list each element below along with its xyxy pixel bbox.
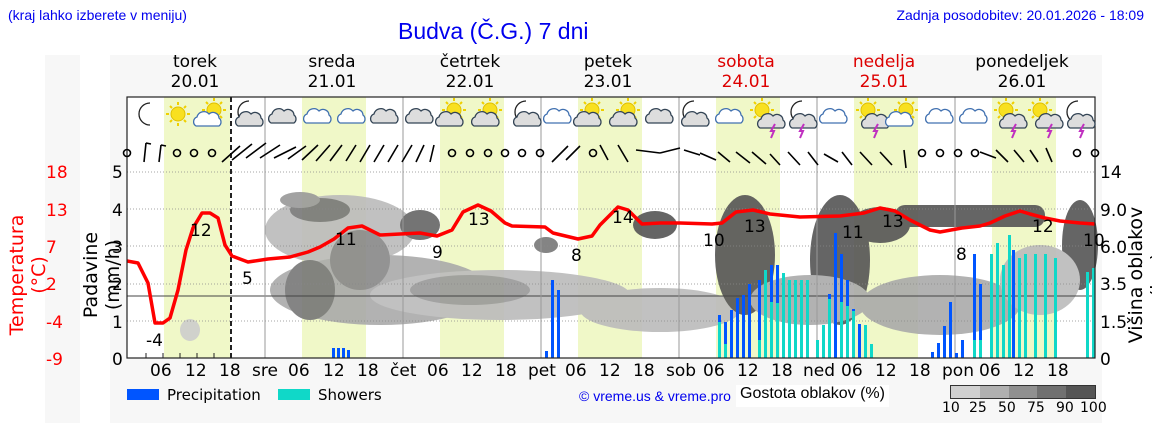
x-tick: 12 bbox=[323, 361, 345, 381]
temp-tick: -4 bbox=[46, 313, 63, 333]
shower-bars bbox=[718, 235, 1095, 358]
showers-legend-label: Showers bbox=[318, 386, 382, 404]
temp-tick: 2 bbox=[46, 275, 57, 295]
grid bbox=[127, 171, 1095, 322]
cloud-tick: 0 bbox=[1100, 350, 1111, 370]
precip-tick: 2 bbox=[112, 275, 123, 295]
x-tick: 18 bbox=[357, 361, 379, 381]
x-tick: ned bbox=[803, 361, 836, 381]
x-tick: 18 bbox=[633, 361, 655, 381]
x-tick: 12 bbox=[599, 361, 621, 381]
x-tick: 18 bbox=[1047, 361, 1069, 381]
svg-text:12: 12 bbox=[190, 221, 212, 241]
cloud-tick: 1.5 bbox=[1100, 313, 1128, 333]
temp-axis-panel bbox=[45, 55, 80, 423]
day-separators bbox=[264, 97, 956, 358]
svg-text:13: 13 bbox=[468, 210, 490, 230]
cloud-density bbox=[180, 192, 1098, 341]
x-tick: sob bbox=[666, 361, 697, 381]
x-axis-labels: 06 12 18 sre 06 12 18 čet 06 12 18 pet 0… bbox=[110, 361, 1102, 383]
x-tick: 06 bbox=[703, 361, 725, 381]
precip-tick: 1 bbox=[112, 313, 123, 333]
svg-text:8: 8 bbox=[956, 245, 967, 265]
x-tick: 12 bbox=[185, 361, 207, 381]
precip-tick: 5 bbox=[112, 163, 123, 183]
temp-tick: 18 bbox=[46, 163, 68, 183]
x-tick: 18 bbox=[495, 361, 517, 381]
x-tick: pet bbox=[528, 361, 556, 381]
x-tick: 06 bbox=[841, 361, 863, 381]
cloud-tick: 3.5 bbox=[1100, 275, 1128, 295]
x-tick: 06 bbox=[150, 361, 172, 381]
precip-tick: 3 bbox=[112, 238, 123, 258]
x-tick: 18 bbox=[909, 361, 931, 381]
precip-tick: 4 bbox=[112, 201, 123, 221]
x-tick: 18 bbox=[219, 361, 241, 381]
svg-text:9: 9 bbox=[432, 243, 443, 263]
wind-barbs bbox=[122, 142, 1100, 169]
cloud-density-scale bbox=[950, 385, 1096, 399]
x-tick: 12 bbox=[875, 361, 897, 381]
x-tick: 06 bbox=[565, 361, 587, 381]
svg-text:8: 8 bbox=[571, 246, 582, 266]
day-header: petek 23.01 bbox=[583, 52, 633, 92]
x-tick: 12 bbox=[461, 361, 483, 381]
temp-tick: 13 bbox=[46, 201, 68, 221]
svg-text:12: 12 bbox=[1032, 217, 1054, 237]
temp-tick: -9 bbox=[46, 350, 63, 370]
svg-text:13: 13 bbox=[744, 217, 766, 237]
x-tick: 12 bbox=[737, 361, 759, 381]
svg-text:10: 10 bbox=[1083, 231, 1105, 251]
cloud-tick: 14 bbox=[1100, 163, 1122, 183]
day-header: četrtek 22.01 bbox=[439, 52, 501, 92]
x-tick: 06 bbox=[979, 361, 1001, 381]
svg-text:11: 11 bbox=[335, 230, 357, 250]
x-tick: 06 bbox=[288, 361, 310, 381]
region-hint[interactable]: (kraj lahko izberete v meniju) bbox=[8, 7, 187, 23]
x-tick: pon bbox=[942, 361, 974, 381]
precipitation-swatch bbox=[127, 389, 159, 400]
temperature-labels: -4 12 5 11 9 13 8 14 10 13 11 13 8 12 10 bbox=[146, 208, 1105, 351]
x-tick: čet bbox=[390, 361, 417, 381]
precipitation-legend-label: Precipitation bbox=[167, 386, 261, 404]
x-tick: 12 bbox=[1013, 361, 1035, 381]
precip-tick: 0 bbox=[112, 350, 123, 370]
day-header: ponedeljek 26.01 bbox=[975, 52, 1069, 92]
day-header-weekend: sobota 24.01 bbox=[717, 52, 775, 92]
svg-text:5: 5 bbox=[242, 269, 253, 289]
day-header: sreda 21.01 bbox=[307, 52, 357, 92]
cloud-density-label: Gostota oblakov (%) bbox=[736, 385, 889, 407]
x-tick: sre bbox=[252, 361, 278, 381]
temp-tick: 7 bbox=[46, 238, 57, 258]
day-header: torek 20.01 bbox=[170, 52, 220, 92]
day-header-weekend: nedelja 25.01 bbox=[852, 52, 916, 92]
svg-text:10: 10 bbox=[703, 231, 725, 251]
showers-swatch bbox=[278, 389, 310, 400]
svg-text:11: 11 bbox=[842, 223, 864, 243]
x-tick: 06 bbox=[427, 361, 449, 381]
copyright-link[interactable]: © vreme.us & vreme.pro bbox=[579, 388, 731, 404]
svg-text:-4: -4 bbox=[146, 331, 163, 351]
svg-text:14: 14 bbox=[612, 208, 634, 228]
temperature-line bbox=[126, 203, 1096, 325]
x-tick: 18 bbox=[771, 361, 793, 381]
page-title: Budva (Č.G.) 7 dni bbox=[398, 18, 589, 44]
x-ticks bbox=[145, 353, 215, 358]
cloud-tick: 9.0 bbox=[1100, 201, 1128, 221]
svg-text:13: 13 bbox=[882, 212, 904, 232]
day-headers: torek 20.01 sreda 21.01 četrtek 22.01 petek… bbox=[110, 52, 1102, 96]
cloud-tick: 6.0 bbox=[1100, 238, 1128, 258]
last-update: Zadnja posodobitev: 20.01.2026 - 18:09 bbox=[896, 7, 1144, 23]
